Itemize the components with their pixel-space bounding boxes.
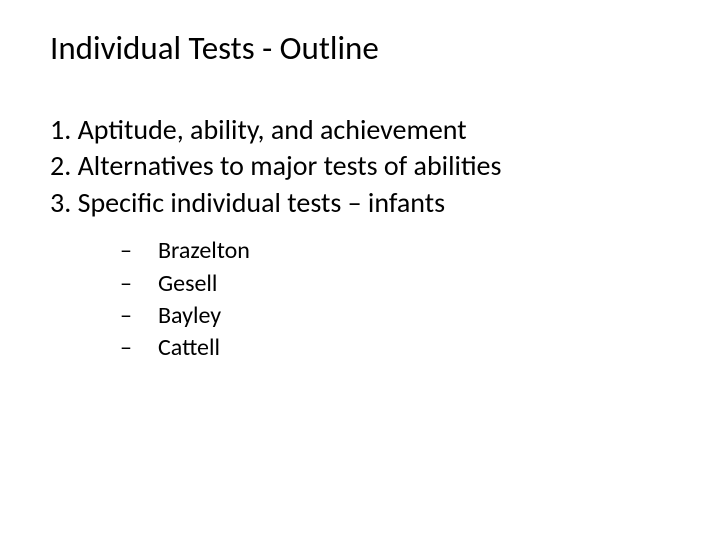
item-text: Brazelton xyxy=(158,235,250,267)
list-item: 2. Alternatives to major tests of abilit… xyxy=(50,148,670,184)
list-item: – Brazelton xyxy=(120,235,670,267)
slide-title: Individual Tests - Outline xyxy=(50,28,670,68)
list-item: – Gesell xyxy=(120,268,670,300)
dash-icon: – xyxy=(120,332,158,364)
list-item: – Bayley xyxy=(120,300,670,332)
item-text: Alternatives to major tests of abilities xyxy=(78,148,502,183)
list-item: – Cattell xyxy=(120,332,670,364)
list-item: 3. Specific individual tests – infants xyxy=(50,185,670,221)
sub-list: – Brazelton – Gesell – Bayley – Cattell xyxy=(50,235,670,365)
slide: Individual Tests - Outline 1. Aptitude, … xyxy=(0,0,720,540)
item-text: Aptitude, ability, and achievement xyxy=(78,112,467,147)
item-text: Specific individual tests – infants xyxy=(78,185,445,220)
dash-icon: – xyxy=(120,300,158,332)
item-text: Gesell xyxy=(158,268,217,300)
item-text: Bayley xyxy=(158,300,221,332)
item-number: 2. xyxy=(50,148,71,183)
item-text: Cattell xyxy=(158,332,220,364)
numbered-list: 1. Aptitude, ability, and achievement 2.… xyxy=(50,112,670,221)
item-number: 3. xyxy=(50,185,71,220)
item-number: 1. xyxy=(50,112,71,147)
list-item: 1. Aptitude, ability, and achievement xyxy=(50,112,670,148)
dash-icon: – xyxy=(120,235,158,267)
dash-icon: – xyxy=(120,268,158,300)
